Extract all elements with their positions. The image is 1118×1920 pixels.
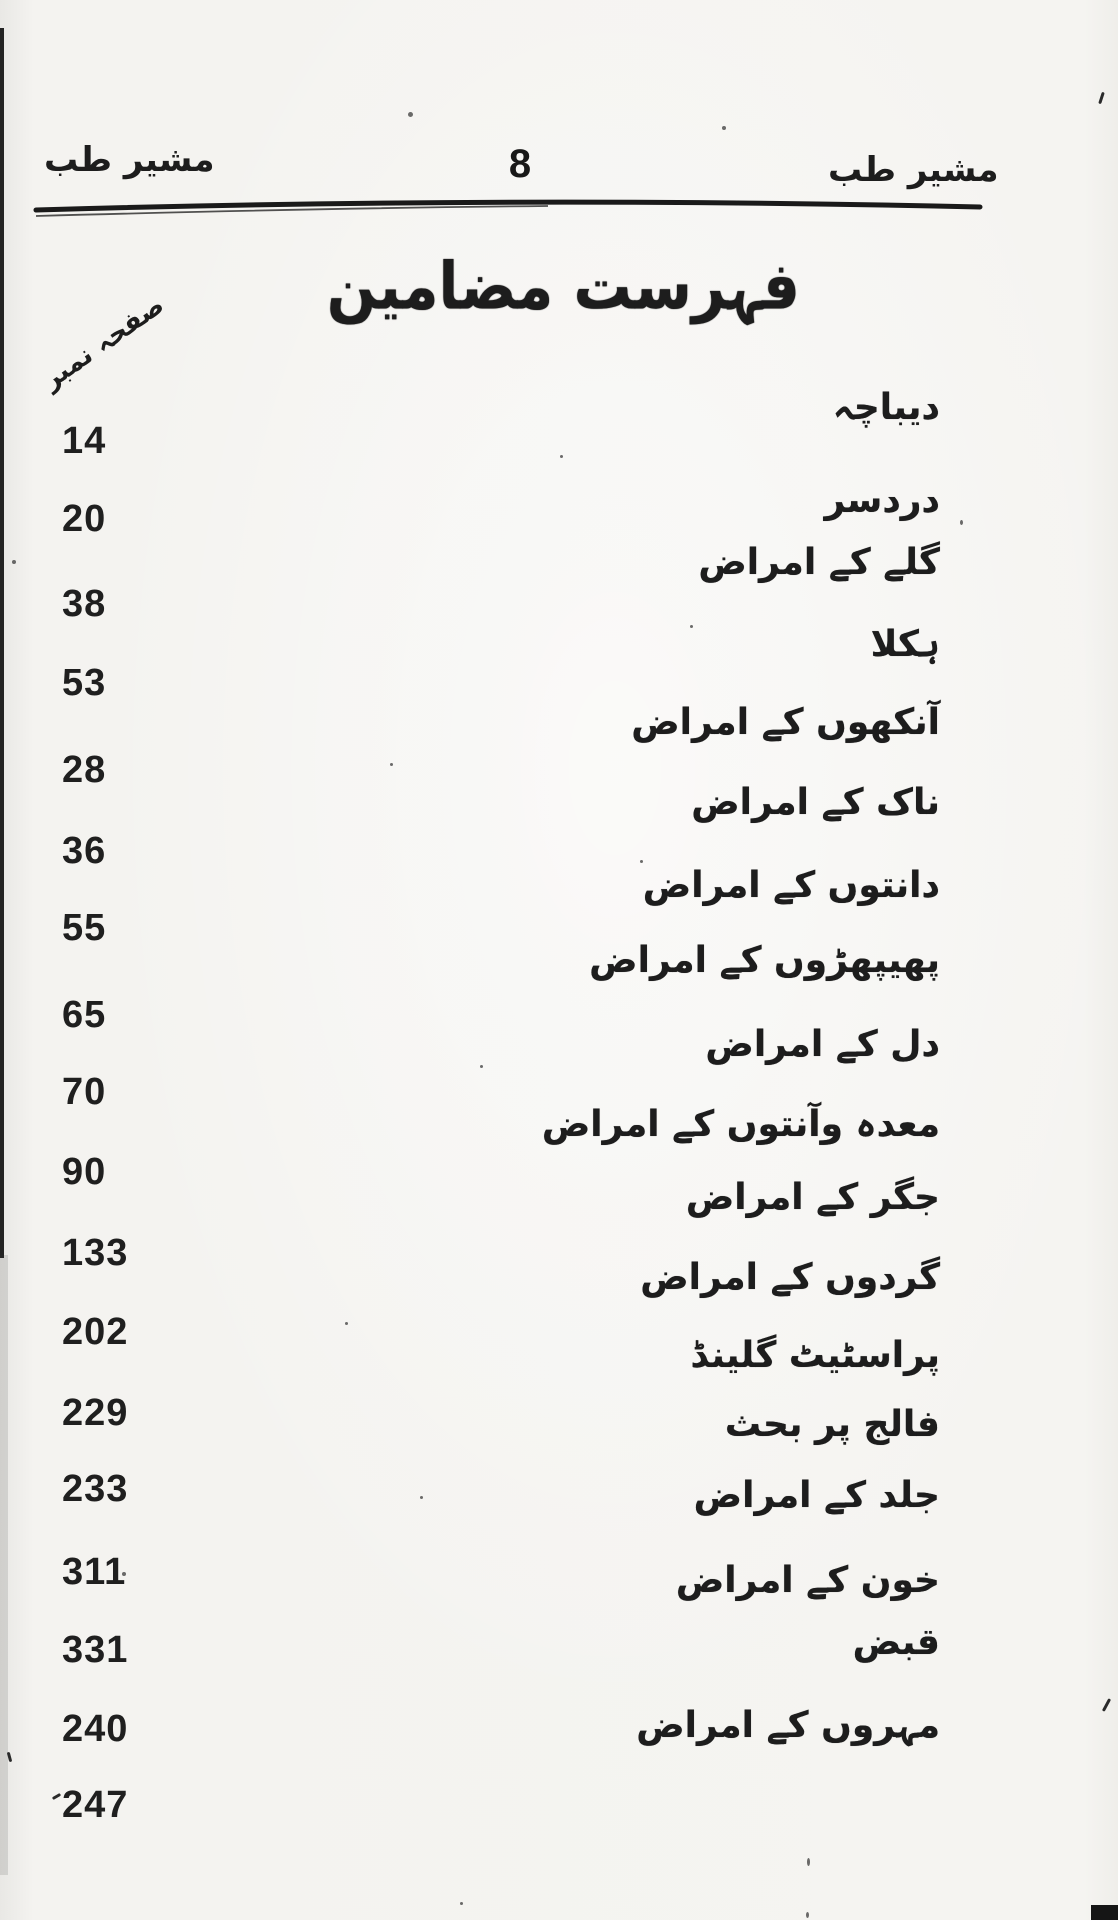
toc-entry-page: 240 [62, 1708, 129, 1750]
page-number-column-label: صفحہ نمبر [37, 290, 170, 396]
toc-entry-title: ہکلا [870, 624, 940, 665]
toc-entry-page: 65 [62, 994, 107, 1036]
header-rule [33, 199, 983, 217]
toc-entry-title: دردسر [824, 480, 940, 521]
toc-entry-page: 36 [62, 830, 107, 872]
toc-entry-page: 14 [62, 420, 107, 462]
header-left-book-title: مشیر طب [44, 140, 215, 180]
toc-entry-page: 229 [62, 1392, 129, 1434]
toc-entry-title: پراسٹیٹ گلینڈ [690, 1335, 940, 1376]
toc-entry-page: 70 [62, 1071, 107, 1113]
toc-entry-title: گردوں کے امراض [640, 1257, 940, 1298]
toc-entry-title: ناک کے امراض [691, 782, 940, 823]
toc-entry-page: 38 [62, 583, 107, 625]
toc-entry-title: جگر کے امراض [685, 1177, 940, 1218]
left-edge-shadow [0, 28, 4, 1258]
toc-entry-title: دیباچہ [832, 387, 940, 428]
toc-entry-page: 28 [62, 749, 107, 791]
toc-entry-page: 202 [62, 1311, 129, 1353]
toc-entry-title: مہروں کے امراض [636, 1705, 940, 1746]
left-edge-shadow-soft [0, 1255, 8, 1875]
toc-entry-title: خون کے امراض [675, 1560, 940, 1601]
toc-entry-page: 90 [62, 1151, 107, 1193]
toc-entry-page: 53 [62, 662, 107, 704]
toc-entry-title: معدہ وآنتوں کے امراض [541, 1104, 940, 1145]
toc-entry-title: دانتوں کے امراض [642, 865, 940, 906]
toc-entry-title: قبض [852, 1622, 940, 1663]
toc-entry-title: جلد کے امراض [693, 1475, 940, 1516]
toc-entry-title: پھیپھڑوں کے امراض [589, 940, 940, 981]
header-page-number: 8 [508, 142, 532, 186]
toc-entry-page: 55 [62, 907, 107, 949]
header-right-book-title: مشیر طب [828, 150, 999, 190]
toc-entry-page: 20 [62, 498, 107, 540]
toc-entry-title: فالج پر بحث [724, 1404, 940, 1445]
toc-heading: فہرست مضامین [326, 247, 801, 325]
toc-entry-title: آنکھوں کے امراض [631, 702, 940, 743]
toc-entry-title: گلے کے امراض [698, 542, 940, 583]
toc-entry-page: 311 [62, 1551, 127, 1593]
toc-entry-title: دل کے امراض [705, 1024, 940, 1065]
toc-entry-page: 133 [62, 1232, 129, 1274]
toc-entry-page: 331 [62, 1629, 129, 1671]
bottom-right-corner-mark [1091, 1905, 1118, 1920]
toc-entry-page: 233 [62, 1468, 129, 1510]
toc-entry-page: 247 [62, 1784, 129, 1826]
